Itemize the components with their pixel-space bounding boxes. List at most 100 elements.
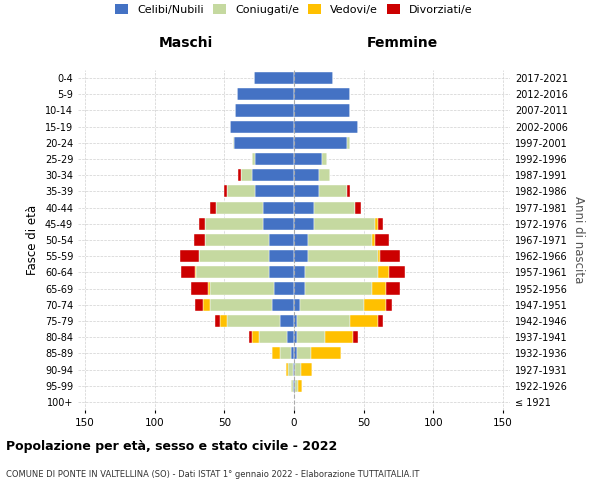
Bar	[314, 202, 355, 213]
Bar	[294, 250, 308, 262]
Bar	[294, 104, 350, 117]
Bar	[375, 218, 377, 230]
Bar	[254, 72, 294, 84]
Bar	[293, 380, 294, 392]
Bar	[294, 315, 297, 327]
Bar	[252, 169, 294, 181]
Bar	[377, 218, 383, 230]
Bar	[355, 202, 361, 213]
Bar	[220, 315, 227, 327]
Bar	[263, 218, 294, 230]
Bar	[347, 137, 350, 149]
Bar	[294, 137, 347, 149]
Bar	[377, 315, 383, 327]
Bar	[372, 234, 375, 246]
Bar	[199, 218, 205, 230]
Legend: Celibi/Nubili, Coniugati/e, Vedovi/e, Divorziati/e: Celibi/Nubili, Coniugati/e, Vedovi/e, Di…	[112, 1, 476, 18]
Text: Femmine: Femmine	[367, 36, 437, 50]
Bar	[372, 282, 386, 294]
Bar	[234, 137, 294, 149]
Bar	[280, 315, 294, 327]
Bar	[263, 202, 294, 213]
Bar	[314, 218, 375, 230]
Bar	[364, 298, 386, 311]
Bar	[255, 153, 294, 165]
Bar	[294, 234, 308, 246]
Text: Popolazione per età, sesso e stato civile - 2022: Popolazione per età, sesso e stato civil…	[6, 440, 337, 453]
Bar	[250, 331, 252, 343]
Bar	[377, 250, 380, 262]
Bar	[195, 266, 196, 278]
Bar	[252, 331, 259, 343]
Bar	[274, 282, 294, 294]
Bar	[294, 298, 299, 311]
Bar	[272, 348, 280, 360]
Bar	[289, 364, 293, 376]
Bar	[294, 186, 319, 198]
Bar	[294, 331, 297, 343]
Bar	[224, 186, 227, 198]
Bar	[298, 380, 302, 392]
Bar	[216, 202, 263, 213]
Bar	[293, 364, 294, 376]
Bar	[294, 120, 358, 132]
Bar	[305, 266, 377, 278]
Bar	[311, 348, 341, 360]
Bar	[196, 266, 269, 278]
Bar	[211, 202, 216, 213]
Bar	[227, 315, 280, 327]
Bar	[255, 186, 294, 198]
Bar	[211, 282, 274, 294]
Y-axis label: Anni di nascita: Anni di nascita	[572, 196, 584, 284]
Bar	[291, 380, 293, 392]
Bar	[295, 380, 298, 392]
Bar	[319, 186, 347, 198]
Bar	[205, 234, 269, 246]
Bar	[294, 266, 305, 278]
Bar	[294, 88, 350, 101]
Bar	[301, 364, 312, 376]
Bar	[199, 250, 269, 262]
Bar	[350, 315, 377, 327]
Text: COMUNE DI PONTE IN VALTELLINA (SO) - Dati ISTAT 1° gennaio 2022 - Elaborazione T: COMUNE DI PONTE IN VALTELLINA (SO) - Dat…	[6, 470, 419, 479]
Bar	[294, 202, 314, 213]
Bar	[215, 315, 220, 327]
Bar	[252, 153, 255, 165]
Bar	[286, 364, 289, 376]
Bar	[272, 298, 294, 311]
Y-axis label: Fasce di età: Fasce di età	[26, 205, 39, 275]
Bar	[294, 72, 333, 84]
Bar	[203, 298, 211, 311]
Bar	[377, 266, 389, 278]
Bar	[294, 348, 297, 360]
Bar	[386, 298, 392, 311]
Bar	[237, 88, 294, 101]
Bar	[325, 331, 353, 343]
Bar	[322, 153, 328, 165]
Bar	[287, 331, 294, 343]
Bar	[230, 120, 294, 132]
Bar	[233, 137, 234, 149]
Bar	[259, 331, 287, 343]
Bar	[319, 169, 330, 181]
Bar	[180, 250, 199, 262]
Bar	[280, 348, 291, 360]
Bar	[269, 250, 294, 262]
Bar	[308, 234, 372, 246]
Text: Maschi: Maschi	[159, 36, 213, 50]
Bar	[297, 315, 350, 327]
Bar	[294, 153, 322, 165]
Bar	[308, 250, 377, 262]
Bar	[294, 364, 295, 376]
Bar	[291, 348, 294, 360]
Bar	[294, 282, 305, 294]
Bar	[353, 331, 358, 343]
Bar	[299, 298, 364, 311]
Bar	[269, 266, 294, 278]
Bar	[195, 298, 203, 311]
Bar	[294, 218, 314, 230]
Bar	[208, 282, 211, 294]
Bar	[294, 169, 319, 181]
Bar	[205, 218, 263, 230]
Bar	[305, 282, 372, 294]
